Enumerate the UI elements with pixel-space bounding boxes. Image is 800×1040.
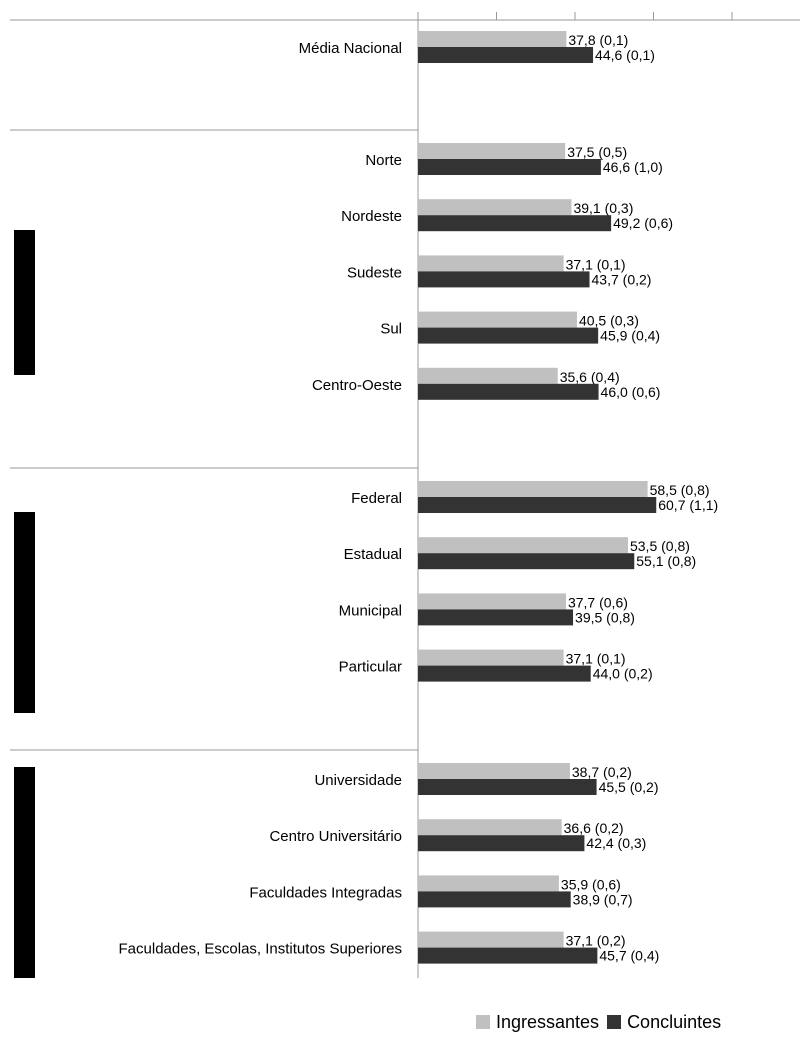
bar-ingressantes [418, 31, 567, 47]
data-label-ingressantes: 38,7 (0,2) [572, 764, 632, 780]
group-marker [14, 230, 35, 375]
bar-ingressantes [418, 593, 566, 610]
data-label-concluintes: 55,1 (0,8) [636, 553, 696, 569]
data-label-concluintes: 45,9 (0,4) [600, 328, 660, 344]
data-label-concluintes: 43,7 (0,2) [592, 271, 652, 287]
group-marker [14, 767, 35, 978]
bar-concluintes [418, 609, 574, 626]
data-label-ingressantes: 37,8 (0,1) [568, 32, 628, 48]
category-label: Faculdades, Escolas, Institutos Superior… [119, 941, 402, 958]
bar-ingressantes [418, 143, 566, 159]
category-label: Estadual [344, 546, 402, 563]
bar-concluintes [418, 383, 599, 400]
bar-ingressantes [418, 649, 564, 666]
data-label-ingressantes: 58,5 (0,8) [650, 482, 710, 498]
bar-ingressantes [418, 255, 564, 272]
data-label-ingressantes: 35,9 (0,6) [561, 876, 621, 892]
legend-label-concluintes: Concluintes [627, 1011, 722, 1032]
category-label: Particular [339, 659, 402, 676]
bar-ingressantes [418, 875, 559, 892]
bar-concluintes [418, 779, 597, 795]
legend-swatch-ingressantes [476, 1015, 490, 1029]
bar-concluintes [418, 215, 612, 232]
data-label-ingressantes: 37,1 (0,1) [566, 256, 626, 272]
category-label: Federal [351, 490, 402, 507]
data-label-ingressantes: 37,7 (0,6) [568, 594, 628, 610]
legend-swatch-concluintes [607, 1015, 622, 1029]
data-label-ingressantes: 37,5 (0,5) [567, 144, 627, 160]
category-label: Centro Universitário [269, 828, 402, 845]
bar-ingressantes [418, 199, 572, 216]
bar-concluintes [418, 271, 590, 288]
data-label-concluintes: 38,9 (0,7) [573, 891, 633, 907]
data-label-concluintes: 45,5 (0,2) [599, 779, 659, 795]
category-label: Norte [365, 152, 402, 169]
bar-concluintes [418, 47, 594, 63]
data-label-ingressantes: 37,1 (0,1) [566, 651, 626, 667]
category-label: Faculdades Integradas [249, 884, 402, 901]
data-label-concluintes: 44,0 (0,2) [593, 666, 653, 682]
category-label: Centro-Oeste [312, 377, 402, 394]
bar-ingressantes [418, 931, 564, 948]
bar-concluintes [418, 327, 599, 344]
bar-concluintes [418, 891, 571, 908]
bar-ingressantes [418, 819, 562, 836]
data-label-ingressantes: 39,1 (0,3) [573, 200, 633, 216]
data-label-concluintes: 44,6 (0,1) [595, 47, 655, 63]
legend-label-ingressantes: Ingressantes [496, 1011, 600, 1032]
data-label-ingressantes: 40,5 (0,3) [579, 313, 639, 329]
category-label: Municipal [339, 602, 402, 619]
category-label: Sul [380, 321, 402, 338]
data-label-ingressantes: 37,1 (0,2) [566, 933, 626, 949]
data-label-concluintes: 46,6 (1,0) [603, 159, 663, 175]
group-marker [14, 512, 35, 713]
category-label: Universidade [314, 772, 402, 789]
data-label-ingressantes: 53,5 (0,8) [630, 538, 690, 554]
data-label-concluintes: 39,5 (0,8) [575, 609, 635, 625]
data-label-concluintes: 60,7 (1,1) [658, 497, 718, 513]
bar-concluintes [418, 947, 598, 964]
data-label-concluintes: 42,4 (0,3) [586, 835, 646, 851]
bar-concluintes [418, 159, 601, 175]
data-label-concluintes: 49,2 (0,6) [613, 215, 673, 231]
bar-concluintes [418, 497, 657, 513]
bar-ingressantes [418, 367, 558, 384]
bar-concluintes [418, 553, 635, 570]
data-label-concluintes: 46,0 (0,6) [601, 384, 661, 400]
legend: Ingressantes Concluintes [476, 1012, 729, 1032]
bar-concluintes [418, 835, 585, 852]
data-label-ingressantes: 35,6 (0,4) [560, 369, 620, 385]
data-label-concluintes: 45,7 (0,4) [599, 948, 659, 964]
bar-ingressantes [418, 311, 577, 328]
data-label-ingressantes: 36,6 (0,2) [564, 820, 624, 836]
category-label: Sudeste [347, 264, 402, 281]
bar-ingressantes [418, 763, 570, 779]
category-label: Nordeste [341, 208, 402, 225]
bar-ingressantes [418, 537, 628, 554]
bar-ingressantes [418, 481, 648, 497]
category-label: Média Nacional [299, 40, 402, 57]
bar-concluintes [418, 665, 591, 682]
